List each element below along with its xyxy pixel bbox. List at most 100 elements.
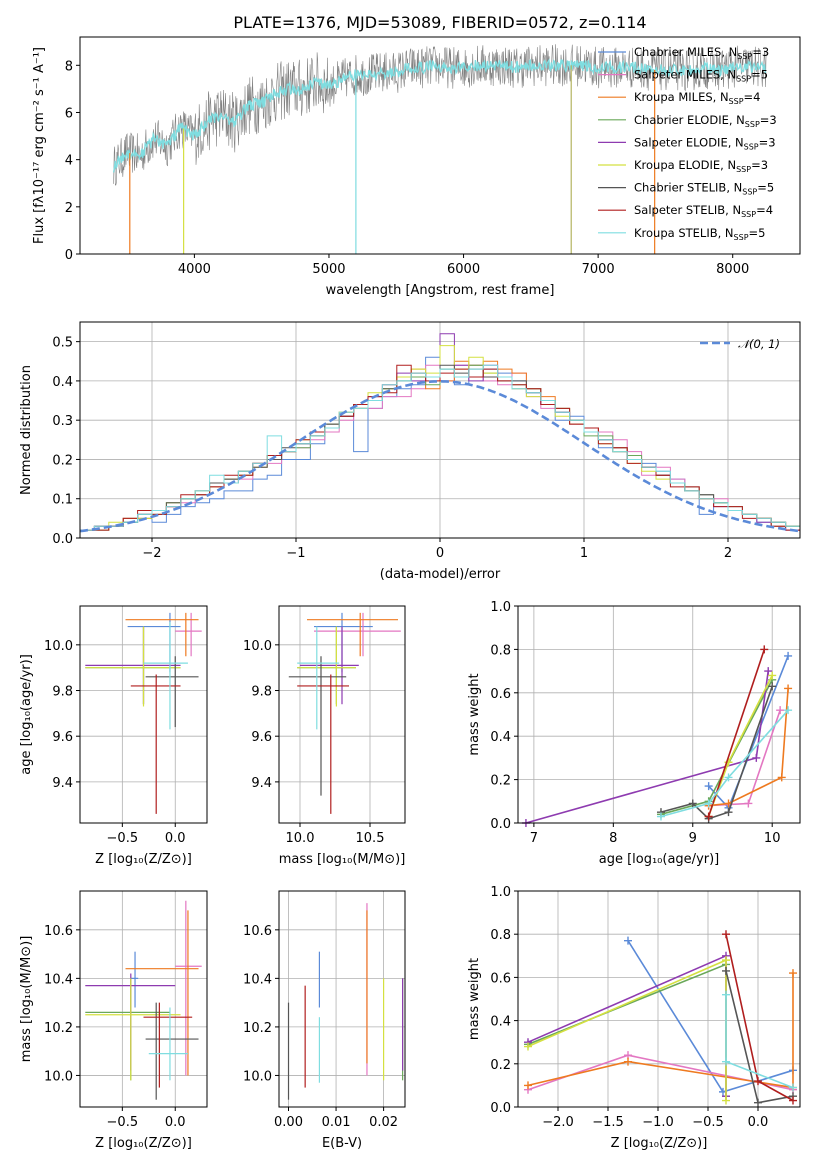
axes-frame <box>79 605 208 824</box>
y-tick-label: 10.0 <box>44 639 73 654</box>
x-axis-label: (data-model)/error <box>380 567 501 582</box>
weight-point-marker <box>789 1096 797 1105</box>
x-tick-label: −2 <box>142 546 161 561</box>
legend-entry-label: Salpeter MILES, NSSP=5 <box>634 68 768 84</box>
weight-vs-age-panel: 7 8 9 10 0.0 0.2 0.4 0.6 0.8 1.0 age [log₁₀(age/yr… <box>467 600 801 867</box>
legend-entry-subscript: SSP <box>745 120 760 129</box>
y-tick-label: 10.2 <box>44 1021 73 1036</box>
weight-point-marker <box>768 682 777 691</box>
x-axis-label: age [log₁₀(age/yr)] <box>599 852 720 867</box>
histogram-panel: −2 −1 0 1 2 0.0 0.1 0.2 0.3 0.4 0.5 (data-model)/er… <box>19 321 801 582</box>
x-tick-label: −0.5 <box>107 1115 139 1130</box>
x-tick-label: −0.5 <box>107 831 139 846</box>
x-tick-label: 8000 <box>716 262 749 277</box>
y-tick-label: 10.0 <box>44 1069 73 1084</box>
legend-entry-suffix: =4 <box>744 90 761 104</box>
y-axis-label: mass [log₁₀(M/M⊙)] <box>19 936 34 1063</box>
legend-entry-label: Salpeter STELIB, NSSP=4 <box>634 203 773 219</box>
weight-point-marker <box>704 799 713 808</box>
histogram-step-series <box>80 364 800 538</box>
y-tick-label: 0.6 <box>490 971 511 986</box>
x-tick-label: 6000 <box>447 262 480 277</box>
x-tick-label: 10.5 <box>356 831 385 846</box>
legend-entry-label: Chabrier ELODIE, NSSP=3 <box>634 113 777 129</box>
weight-point-marker <box>624 1057 632 1066</box>
legend-entry-subscript: SSP <box>736 75 751 84</box>
weight-series-line <box>707 649 766 817</box>
x-axis-label: Z [log₁₀(Z/Z⊙)] <box>611 1136 708 1151</box>
x-tick-label: 0.00 <box>274 1115 303 1130</box>
legend-entry-suffix: =3 <box>759 135 776 149</box>
axes-frame <box>79 36 801 255</box>
x-tick-label: 2 <box>724 546 732 561</box>
legend-entry-suffix: =4 <box>756 203 773 217</box>
weight-series-line <box>660 686 773 820</box>
weight-series-line <box>708 709 781 807</box>
x-tick-label: 0.02 <box>369 1115 398 1130</box>
y-tick-label: 0.2 <box>52 453 73 468</box>
x-axis-label: E(B-V) <box>322 1136 362 1151</box>
y-tick-label: 0.0 <box>52 532 73 547</box>
legend-entry-subscript: SSP <box>734 233 749 242</box>
y-axis-label: Normed distribution <box>19 365 34 495</box>
legend-entry-suffix: =5 <box>749 226 766 240</box>
histogram-plot-area <box>80 333 800 538</box>
x-tick-label: 5000 <box>312 262 345 277</box>
weight-point-marker <box>704 782 713 791</box>
weight-point-marker <box>688 799 697 808</box>
x-axis-label: Z [log₁₀(Z/Z⊙)] <box>95 852 192 867</box>
normal-reference-curve <box>80 379 800 533</box>
x-tick-label: 0.0 <box>165 1115 186 1130</box>
legend-entry-label: Chabrier STELIB, NSSP=5 <box>634 181 774 197</box>
y-tick-label: 10.0 <box>243 1069 272 1084</box>
x-tick-label: 1 <box>580 546 588 561</box>
x-tick-label: −2.0 <box>542 1115 574 1130</box>
weight-series-line <box>708 688 789 807</box>
legend-entry-subscript: SSP <box>729 97 744 106</box>
y-tick-label: 10.2 <box>243 1021 272 1036</box>
y-axis-label: Flux [fλ10⁻¹⁷ erg cm⁻² s⁻¹ A⁻¹] <box>32 47 47 244</box>
weight-series-line <box>725 934 794 1102</box>
legend-entry-label: Salpeter ELODIE, NSSP=3 <box>634 135 776 151</box>
y-tick-label: 4 <box>65 154 73 169</box>
weight-point-marker <box>784 684 793 693</box>
legend-entry-suffix: =5 <box>751 68 768 82</box>
y-tick-label: 9.8 <box>52 685 73 700</box>
y-tick-label: 0.3 <box>52 414 73 429</box>
x-tick-label: 7 <box>530 831 538 846</box>
y-tick-label: 10.4 <box>243 972 272 987</box>
y-tick-label: 2 <box>65 201 73 216</box>
y-tick-label: 0.8 <box>490 928 511 943</box>
x-tick-label: 0.0 <box>165 831 186 846</box>
spectrum-panel: 4000 5000 6000 7000 8000 0 2 4 6 8 wavelength [Ang… <box>32 36 801 298</box>
y-tick-label: 0.1 <box>52 493 73 508</box>
x-tick-label: 0.01 <box>322 1115 351 1130</box>
legend-entry-subscript: SSP <box>744 142 759 151</box>
y-tick-label: 10.0 <box>243 639 272 654</box>
weight-point-marker <box>722 930 730 939</box>
weight-point-marker <box>524 1081 532 1090</box>
x-axis-label: Z [log₁₀(Z/Z⊙)] <box>95 1136 192 1151</box>
y-tick-label: 10.6 <box>243 924 272 939</box>
x-tick-label: 9 <box>689 831 697 846</box>
y-tick-label: 8 <box>65 59 73 74</box>
axes-frame <box>278 890 406 1108</box>
x-tick-label: 0 <box>436 546 444 561</box>
y-tick-label: 0.8 <box>490 643 511 658</box>
weight-series-line <box>527 973 794 1089</box>
y-tick-label: 0.2 <box>490 1058 511 1073</box>
weight-point-marker <box>722 966 730 975</box>
y-axis-label: mass weight <box>467 958 482 1040</box>
weight-point-marker <box>656 812 665 821</box>
y-tick-label: 1.0 <box>490 885 511 900</box>
weight-point-marker <box>704 812 713 821</box>
y-tick-label: 9.8 <box>251 685 272 700</box>
x-tick-label: 4000 <box>178 262 211 277</box>
weight-point-marker <box>722 1057 730 1066</box>
legend-entry-suffix: =3 <box>760 113 777 127</box>
axes-frame <box>278 605 406 824</box>
x-tick-label: −0.5 <box>692 1115 724 1130</box>
y-tick-label: 0 <box>65 248 73 263</box>
y-tick-label: 0.4 <box>52 375 73 390</box>
chart-panels: 4000 5000 6000 7000 8000 0 2 4 6 8 wavelength [Ang… <box>19 36 801 1151</box>
